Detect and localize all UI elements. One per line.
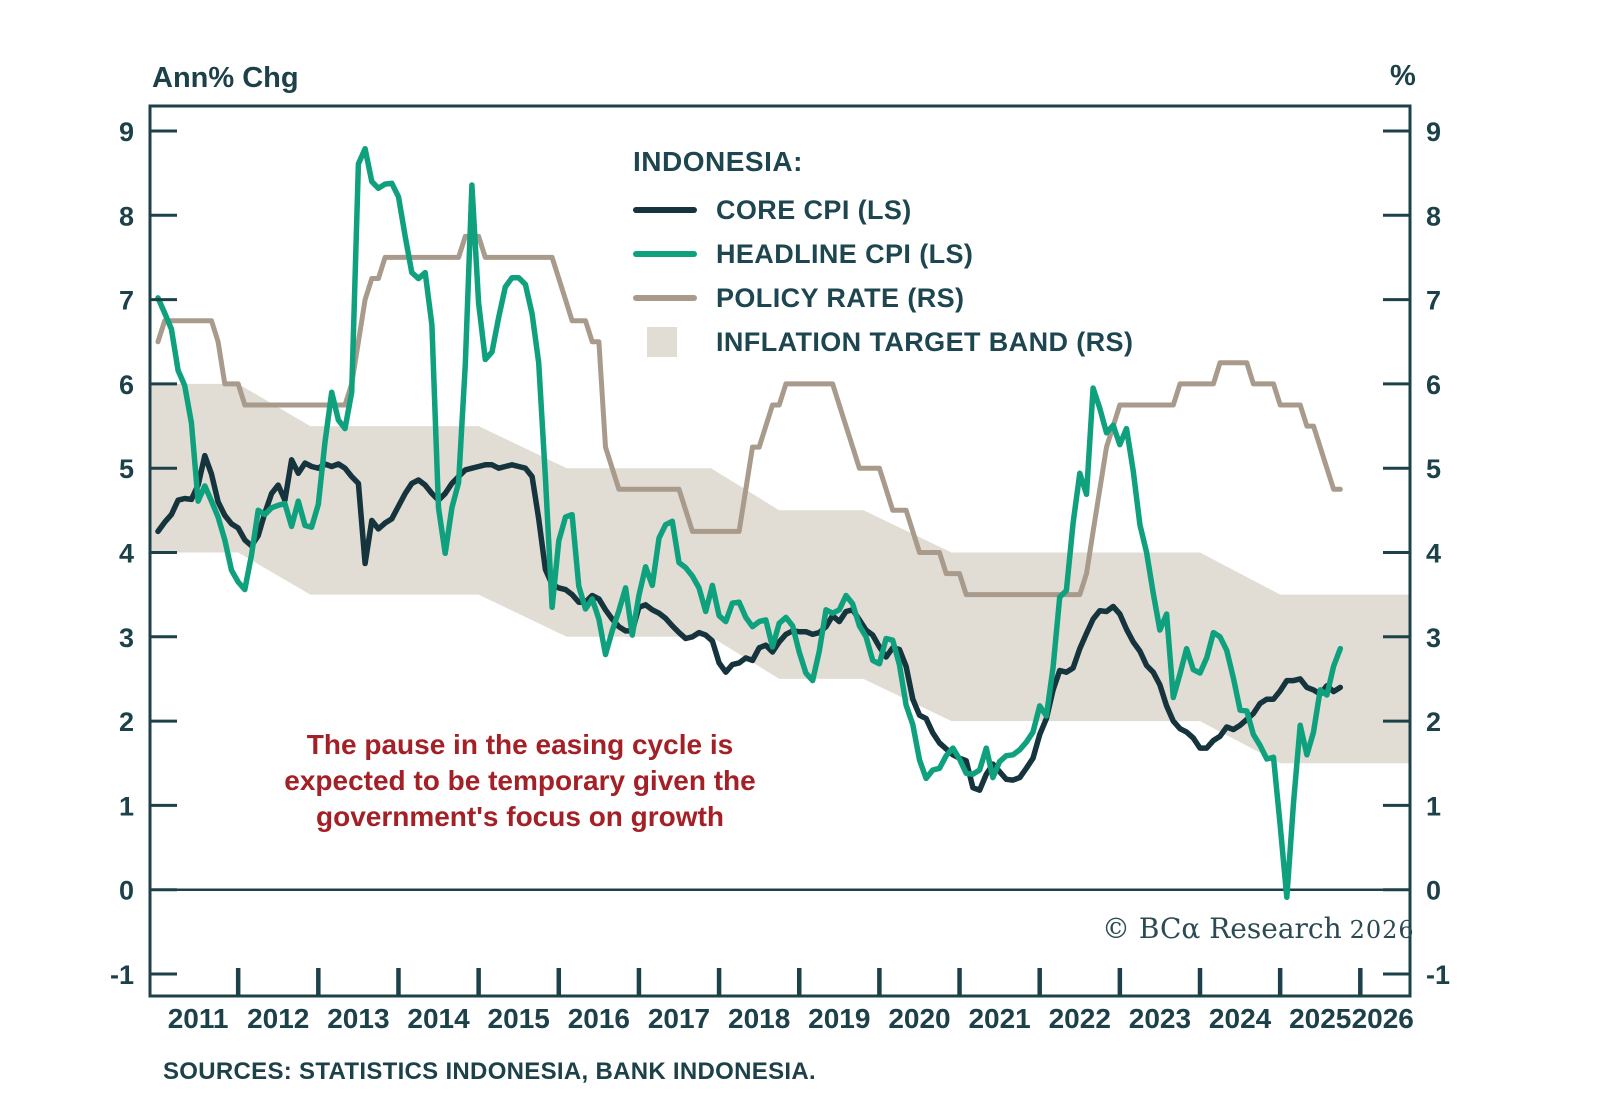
- y-tick-label-left: 1: [119, 791, 134, 821]
- y-tick-label-right: 1: [1426, 791, 1441, 821]
- y-tick-label-right: 3: [1426, 623, 1441, 653]
- y-tick-label-right: -1: [1426, 960, 1450, 990]
- core-cpi-line-swatch-icon: [633, 207, 697, 213]
- x-tick-label: 2012: [247, 1003, 309, 1034]
- target-band-swatch-icon: [647, 327, 677, 357]
- y-tick-label-left: 8: [119, 201, 134, 231]
- x-tick-label: 2011: [168, 1003, 229, 1034]
- copyright-watermark: © BCα Research 2026: [1102, 912, 1415, 945]
- y-tick-label-left: 0: [119, 876, 134, 906]
- x-tick-label: 2019: [808, 1003, 870, 1034]
- x-tick-label: 2016: [568, 1003, 630, 1034]
- inflation-target-band-area: [150, 383, 1410, 764]
- y-tick-label-left: 3: [119, 623, 134, 653]
- x-tick-label: 2017: [648, 1003, 710, 1034]
- x-tick-label: 2022: [1049, 1003, 1111, 1034]
- core-cpi-ls-line: [155, 452, 1344, 793]
- x-tick-label: 2026: [1352, 1003, 1414, 1034]
- x-tick-label: 2013: [327, 1003, 389, 1034]
- y-tick-label-left: -1: [110, 960, 134, 990]
- legend-label-policy-rate: POLICY RATE (RS): [716, 282, 965, 313]
- x-tick-label: 2015: [488, 1003, 550, 1034]
- headline-cpi-ls-line: [155, 145, 1344, 901]
- y-tick-label-right: 9: [1426, 117, 1441, 147]
- legend-item-headline-cpi: HEADLINE CPI (LS): [633, 232, 1133, 276]
- y-tick-label-right: 7: [1426, 286, 1441, 316]
- legend: INDONESIA: CORE CPI (LS) HEADLINE CPI (L…: [633, 146, 1133, 364]
- legend-title: INDONESIA:: [633, 146, 803, 177]
- sources-note: SOURCES: STATISTICS INDONESIA, BANK INDO…: [163, 1058, 816, 1085]
- legend-label-target-band: INFLATION TARGET BAND (RS): [716, 326, 1134, 357]
- x-tick-label: 2014: [407, 1003, 470, 1034]
- copyright-text: © BCα Research: [1102, 912, 1342, 945]
- right-axis-title: %: [1390, 60, 1416, 92]
- y-tick-label-left: 5: [119, 454, 134, 484]
- y-tick-label-right: 6: [1426, 370, 1441, 400]
- y-tick-label-left: 4: [119, 539, 134, 569]
- x-tick-label: 2024: [1209, 1003, 1272, 1034]
- y-tick-label-right: 2: [1426, 707, 1441, 737]
- y-tick-label-left: 6: [119, 370, 134, 400]
- x-tick-label: 2025: [1289, 1003, 1351, 1034]
- y-tick-label-right: 5: [1426, 454, 1441, 484]
- x-tick-label: 2018: [728, 1003, 790, 1034]
- annotation-note: The pause in the easing cycle is expecte…: [248, 727, 792, 835]
- y-tick-label-right: 4: [1426, 539, 1441, 569]
- y-tick-label-right: 0: [1426, 876, 1441, 906]
- policy-rate-line-swatch-icon: [633, 295, 697, 301]
- annotation-line-2: expected to be temporary given the: [284, 765, 756, 796]
- legend-item-policy-rate: POLICY RATE (RS): [633, 276, 1133, 320]
- legend-item-target-band: INFLATION TARGET BAND (RS): [633, 320, 1133, 364]
- x-tick-label: 2020: [888, 1003, 950, 1034]
- headline-cpi-line-swatch-icon: [633, 251, 697, 257]
- legend-label-core-cpi: CORE CPI (LS): [716, 194, 912, 225]
- y-tick-label-left: 2: [119, 707, 134, 737]
- left-axis-title: Ann% Chg: [152, 62, 299, 94]
- annotation-line-3: government's focus on growth: [315, 801, 724, 832]
- y-tick-label-left: 7: [119, 286, 134, 316]
- x-tick-label: 2023: [1129, 1003, 1191, 1034]
- y-tick-label-left: 9: [119, 117, 134, 147]
- x-tick-label: 2021: [968, 1003, 1030, 1034]
- y-tick-label-right: 8: [1426, 201, 1441, 231]
- legend-label-headline-cpi: HEADLINE CPI (LS): [716, 238, 974, 269]
- annotation-line-1: The pause in the easing cycle is: [306, 729, 734, 760]
- copyright-year: 2026: [1349, 916, 1415, 944]
- legend-item-core-cpi: CORE CPI (LS): [633, 188, 1133, 232]
